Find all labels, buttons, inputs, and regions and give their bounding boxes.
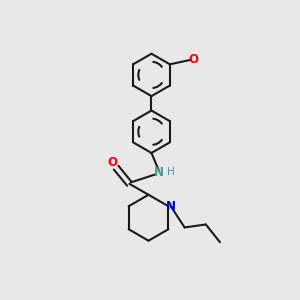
Text: H: H [167, 167, 175, 177]
Text: O: O [108, 156, 118, 169]
Text: O: O [188, 53, 198, 66]
Text: N: N [166, 200, 176, 213]
Text: N: N [154, 166, 164, 178]
